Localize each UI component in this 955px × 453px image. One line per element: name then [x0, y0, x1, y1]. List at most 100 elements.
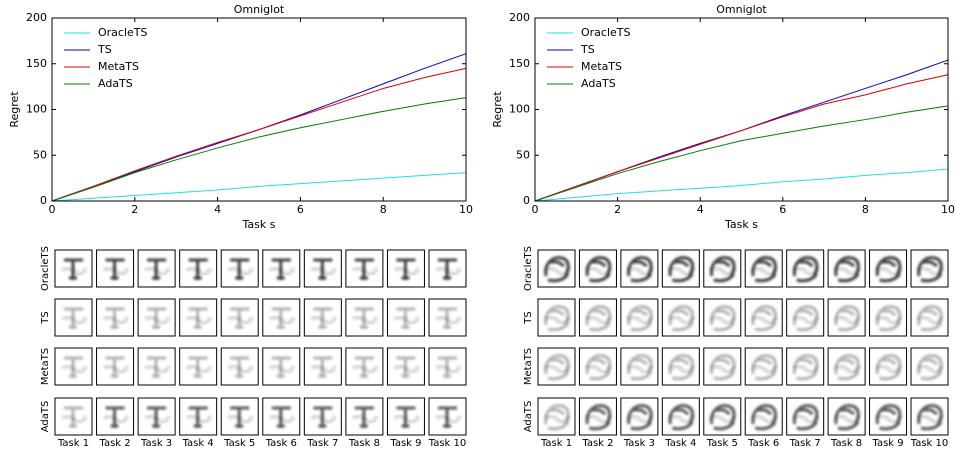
- sample-image: [386, 347, 425, 386]
- image-border: [386, 249, 425, 288]
- image-noise: [709, 414, 737, 425]
- image-border: [620, 298, 659, 337]
- image-noise: [144, 266, 171, 277]
- sample-image: [910, 298, 949, 337]
- legend-label: AdaTS: [581, 77, 616, 90]
- sample-image: [303, 347, 342, 386]
- column-label: Task 4: [182, 438, 214, 449]
- sample-image: [578, 298, 617, 337]
- x-axis-label: Task s: [242, 218, 276, 231]
- x-tick-label: 10: [459, 203, 473, 216]
- sample-image: [537, 249, 576, 288]
- sample-image: [910, 249, 949, 288]
- image-noise: [585, 414, 613, 425]
- sample-image: [537, 397, 576, 436]
- image-border: [179, 347, 218, 386]
- image-noise: [351, 266, 379, 277]
- image-noise: [834, 364, 861, 375]
- image-noise: [61, 315, 88, 326]
- sample-image: [620, 347, 659, 386]
- image-border: [96, 298, 135, 337]
- image-border: [827, 249, 866, 288]
- image-border: [661, 298, 700, 337]
- image-border: [703, 298, 742, 337]
- y-tick-label: 100: [26, 103, 47, 116]
- sample-image: [179, 249, 218, 288]
- series-line: [534, 74, 949, 202]
- image-noise: [435, 315, 462, 326]
- image-noise: [875, 315, 903, 326]
- image-border: [703, 347, 742, 386]
- sample-image: [428, 397, 467, 436]
- image-noise: [185, 414, 213, 425]
- sample-image: [744, 249, 783, 288]
- sample-image: [96, 298, 135, 337]
- image-border: [54, 397, 93, 436]
- image-border: [661, 397, 700, 436]
- y-tick-label: 0: [40, 194, 47, 207]
- row-label: OracleTS: [523, 246, 534, 291]
- sample-image: [869, 347, 908, 386]
- image-border: [303, 298, 342, 337]
- column-label: Task 1: [540, 438, 572, 449]
- image-border: [910, 397, 949, 436]
- series-line: [534, 168, 949, 202]
- image-border: [345, 347, 384, 386]
- image-border: [744, 298, 783, 337]
- series-line: [51, 172, 467, 202]
- image-noise: [751, 266, 779, 277]
- image-border: [827, 397, 866, 436]
- sample-image: [137, 249, 176, 288]
- sample-image: [620, 249, 659, 288]
- sample-image: [220, 249, 259, 288]
- image-border: [220, 249, 259, 288]
- image-noise: [268, 364, 296, 375]
- row-label: AdaTS: [523, 401, 534, 433]
- image-noise: [102, 266, 130, 277]
- image-border: [620, 397, 659, 436]
- x-tick-label: 4: [214, 203, 221, 216]
- image-border: [386, 298, 425, 337]
- sample-image: [910, 397, 949, 436]
- image-noise: [668, 266, 696, 277]
- sample-image: [786, 249, 825, 288]
- image-border: [537, 347, 576, 386]
- column-label: Task 7: [306, 438, 338, 449]
- image-border: [179, 397, 218, 436]
- image-noise: [585, 266, 613, 277]
- sample-image: [744, 397, 783, 436]
- sample-image: [54, 298, 93, 337]
- image-noise: [544, 315, 571, 326]
- sample-image: [869, 298, 908, 337]
- row-label: MetaTS: [523, 348, 534, 385]
- image-noise: [917, 266, 944, 277]
- image-border: [869, 397, 908, 436]
- sample-image: [386, 397, 425, 436]
- image-border: [428, 249, 467, 288]
- sample-image: [661, 249, 700, 288]
- sample-image: [661, 347, 700, 386]
- sample-image: [744, 347, 783, 386]
- image-border: [620, 347, 659, 386]
- column-label: Task 5: [223, 438, 255, 449]
- image-noise: [435, 414, 462, 425]
- image-noise: [144, 315, 171, 326]
- image-border: [578, 347, 617, 386]
- image-border: [428, 298, 467, 337]
- image-border: [620, 249, 659, 288]
- sample-image: [428, 347, 467, 386]
- series-line: [534, 105, 949, 202]
- image-noise: [875, 266, 903, 277]
- image-border: [744, 249, 783, 288]
- image-border: [54, 249, 93, 288]
- image-noise: [227, 364, 255, 375]
- sample-image: [827, 249, 866, 288]
- sample-image: [179, 298, 218, 337]
- image-border: [578, 249, 617, 288]
- image-noise: [792, 414, 820, 425]
- image-noise: [834, 315, 861, 326]
- sample-image: [578, 347, 617, 386]
- image-noise: [393, 266, 421, 277]
- x-tick-label: 0: [532, 203, 539, 216]
